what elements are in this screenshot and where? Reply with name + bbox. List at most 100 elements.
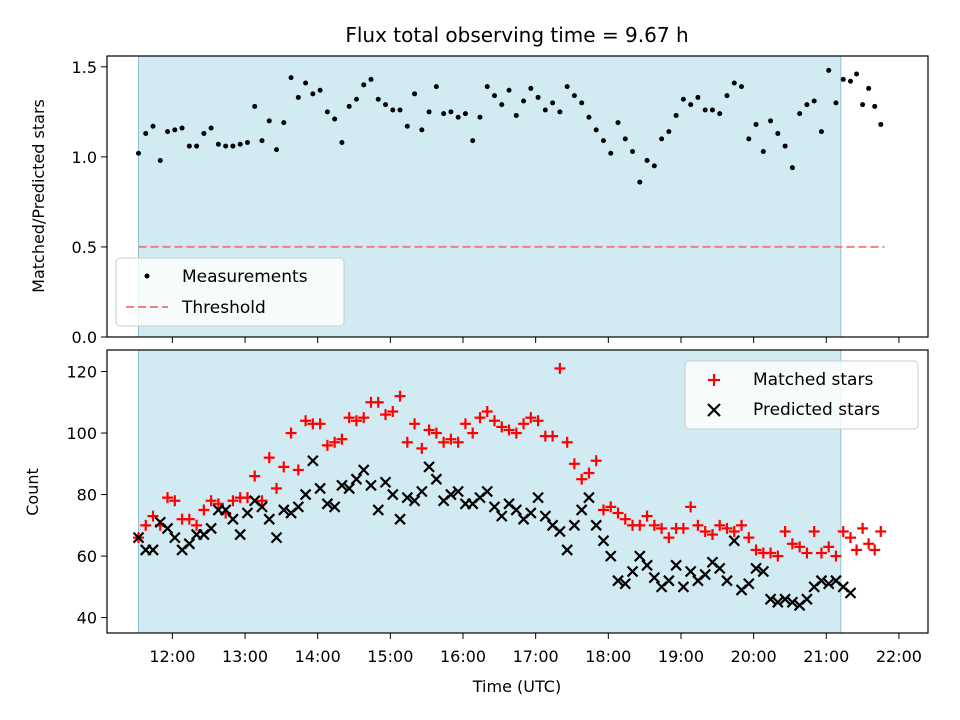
x-tick-label: 12:00 <box>149 647 195 666</box>
predicted-star-point <box>525 507 537 519</box>
predicted-star-point <box>772 596 784 609</box>
matched-star-point <box>851 544 863 556</box>
predicted-star-point <box>721 574 733 587</box>
measurement-point <box>150 123 156 129</box>
measurement-point <box>252 103 258 109</box>
matched-star-point <box>452 436 464 448</box>
measurement-point <box>818 129 824 135</box>
matched-star-point <box>380 409 392 421</box>
matched-star-point <box>227 495 239 507</box>
predicted-star-point <box>815 574 828 587</box>
measurement-point <box>666 129 672 135</box>
measurement-point <box>433 84 439 90</box>
measurement-point <box>579 100 585 106</box>
matched-star-point <box>518 418 530 430</box>
matched-star-point <box>169 495 181 507</box>
predicted-star-point <box>386 488 399 501</box>
x-tick-label: 17:00 <box>513 647 559 666</box>
measurement-point <box>419 127 425 133</box>
measurement-point <box>789 165 795 171</box>
matched-star-point <box>728 525 740 537</box>
measurement-point <box>470 138 476 144</box>
matched-star-point <box>547 430 559 442</box>
predicted-star-point <box>227 513 239 525</box>
measurement-point <box>455 114 461 120</box>
matched-star-point <box>794 541 806 553</box>
measurement-point <box>208 125 214 131</box>
matched-star-point <box>394 390 406 402</box>
measurement-point <box>448 109 454 115</box>
predicted-star-point <box>423 461 435 473</box>
legend-predicted-marker <box>707 403 721 417</box>
measurement-point <box>383 102 389 108</box>
legend-predicted-label: Predicted stars <box>753 400 880 420</box>
measurement-point <box>303 80 309 86</box>
measurement-point <box>848 78 854 84</box>
matched-star-point <box>605 501 617 513</box>
x-tick-label: 19:00 <box>658 647 704 666</box>
matched-star-point <box>656 522 668 534</box>
matched-star-point <box>198 504 210 516</box>
measurement-point <box>731 80 737 86</box>
matched-star-point <box>358 412 370 424</box>
measurement-point <box>143 130 149 136</box>
predicted-star-point <box>612 574 624 587</box>
predicted-star-point <box>292 501 305 513</box>
predicted-star-point <box>684 565 697 578</box>
measurement-point <box>860 102 866 108</box>
matched-star-point <box>863 538 875 550</box>
matched-star-point <box>162 492 174 504</box>
predicted-star-point <box>568 519 581 532</box>
measurement-point <box>317 87 323 93</box>
predicted-star-point <box>161 522 174 535</box>
predicted-star-point <box>634 550 646 562</box>
matched-star-point <box>488 415 500 427</box>
matched-star-point <box>875 525 887 537</box>
matched-star-point <box>430 427 442 439</box>
predicted-star-point <box>263 513 276 525</box>
matched-star-point <box>278 461 290 473</box>
matched-star-point <box>721 522 733 534</box>
measurement-point <box>550 100 556 106</box>
y-tick-label: 0.5 <box>72 238 97 257</box>
x-tick-label: 22:00 <box>876 647 922 666</box>
bottom-panel: 40 60 80 100 120 12:00 13:00 14:00 15:00 16:00 17… <box>23 349 929 696</box>
measurement-point <box>659 136 665 142</box>
measurement-point <box>600 138 606 144</box>
predicted-star-point <box>321 498 334 510</box>
measurement-point <box>281 120 287 126</box>
measurement-point <box>528 85 534 91</box>
matched-star-point <box>765 547 777 559</box>
predicted-star-point <box>750 562 762 575</box>
measurement-point <box>165 129 171 135</box>
matched-star-point <box>467 427 479 439</box>
measurement-point <box>353 96 359 102</box>
matched-star-point <box>191 519 203 531</box>
predicted-star-point <box>394 513 406 525</box>
top-marks <box>135 67 885 248</box>
measurement-point <box>244 139 250 145</box>
predicted-star-point <box>183 538 196 550</box>
predicted-star-point <box>626 565 639 578</box>
x-tick-label: 14:00 <box>295 647 341 666</box>
measurement-point <box>259 138 265 144</box>
measurement-point <box>833 100 839 106</box>
measurement-point <box>746 136 752 142</box>
predicted-star-point <box>365 479 377 492</box>
predicted-star-point <box>713 562 726 575</box>
measurement-point <box>230 143 236 149</box>
matched-star-point <box>423 424 435 436</box>
matched-star-point <box>677 522 689 534</box>
y-tick-label: 1.0 <box>72 148 97 167</box>
matched-star-point <box>401 436 413 448</box>
x-tick-label: 13:00 <box>222 647 268 666</box>
measurement-point <box>866 85 872 91</box>
measurement-point <box>717 111 723 117</box>
measurement-point <box>499 102 505 108</box>
measurement-point <box>615 120 621 126</box>
measurement-point <box>346 103 352 109</box>
y-tick-label: 60 <box>77 547 97 566</box>
measurement-point <box>477 114 483 120</box>
top-x-ticks <box>171 337 900 343</box>
measurement-point <box>775 130 781 136</box>
